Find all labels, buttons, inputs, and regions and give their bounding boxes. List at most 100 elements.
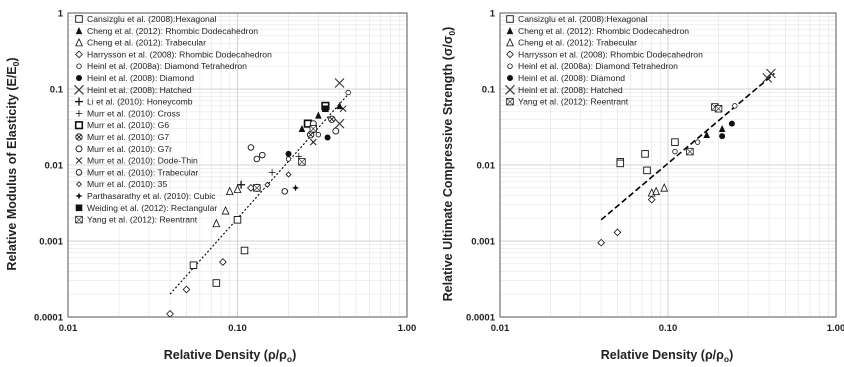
elasticity-x-tick-label: 1.00 <box>398 323 417 334</box>
strength-legend-label: Heinl et al. (2008a): Diamond Tetrahedro… <box>518 61 678 71</box>
strength-x-tick-label: 1.00 <box>827 323 844 334</box>
elasticity-point-cheng-et-al-2012-trabecular <box>233 184 242 193</box>
strength-plot-frame <box>499 12 837 318</box>
elasticity-legend-label: Heinl et al. (2008a): Diamond Tetrahedro… <box>87 61 247 71</box>
elasticity-point-heinl-et-al-2008a-diamond-tetrahedron <box>345 89 351 96</box>
strength-point-heinl-et-al-2008-diamond <box>719 133 726 140</box>
elasticity-legend-label: Murr et al. (2010): G7r <box>87 144 172 154</box>
strength-legend-marker-cheng-et-al-2012-rhombic-dodecahedron <box>506 27 514 35</box>
elasticity-point-murr-et-al-2010-trabecular <box>281 188 288 195</box>
strength-point-yang-et-al-2012-reentrant <box>714 105 723 113</box>
strength-legend-item: Harrysson et al. (2008): Rhombic Dodecah… <box>506 49 703 59</box>
elasticity-point-murr-et-al-2010-dode-thin <box>309 138 317 146</box>
elasticity-x-tick-label: 0.10 <box>228 323 247 334</box>
strength-legend-marker-heinl-et-al-2008a-diamond-tetrahedron <box>507 63 513 69</box>
strength-legend-item: Cheng et al. (2012): Trabecular <box>506 38 637 48</box>
elasticity-point-cansizglu-et-al-2008-hexagonal <box>189 261 198 269</box>
strength-point-heinl-et-al-2008-diamond <box>728 120 735 127</box>
elasticity-legend-marker-murr-et-al-2010-g6 <box>74 121 84 130</box>
strength-point-harrysson-et-al-2008-rhombic-dodecahedron <box>647 195 656 204</box>
elasticity-legend-item: Murr et al. (2010): G7 <box>75 132 169 142</box>
elasticity-legend-label: Parthasarathy et al. (2010): Cubic <box>87 191 216 201</box>
elasticity-legend-label: Murr et al. (2010): Cross <box>87 108 180 118</box>
elasticity-legend-item: Murr et al. (2010): 35 <box>76 179 167 189</box>
strength-x-tick-label: 0.01 <box>491 323 510 334</box>
elasticity-legend-item: Cheng et al. (2012): Rhombic Dodecahedro… <box>75 26 258 36</box>
strength-y-tick-label: 1 <box>490 9 496 20</box>
elasticity-grid <box>67 12 408 318</box>
elasticity-legend-marker-heinl-et-al-2008-hatched <box>74 84 84 95</box>
elasticity-point-heinl-et-al-2008a-diamond-tetrahedron <box>315 132 322 138</box>
elasticity-point-harrysson-et-al-2008-rhombic-dodecahedron <box>182 285 191 294</box>
strength-legend-marker-harrysson-et-al-2008-rhombic-dodecahedron <box>506 50 514 59</box>
elasticity-point-weiding-et-al-2012-rectangular <box>322 105 329 113</box>
elasticity-legend-label: Murr et al. (2010): G7 <box>87 132 169 142</box>
strength-y-tick-label: 0.01 <box>477 161 496 172</box>
elasticity-legend-item: Harrysson et al. (2008): Rhombic Dodecah… <box>75 49 272 59</box>
elasticity-legend-marker-cheng-et-al-2012-trabecular <box>75 37 83 47</box>
elasticity-legend-item: Cheng et al. (2012): Trabecular <box>75 37 206 48</box>
elasticity-legend-marker-cheng-et-al-2012-rhombic-dodecahedron <box>75 27 83 35</box>
strength-data-points <box>597 68 776 247</box>
strength-legend-item: Cansizglu et al. (2008):Hexagonal <box>506 14 648 24</box>
elasticity-legend-marker-weiding-et-al-2012-rectangular <box>75 204 83 212</box>
strength-legend: Cansizglu et al. (2008):Hexagonal Cheng e… <box>505 14 703 107</box>
elasticity-legend-marker-murr-et-al-2010-g7r <box>75 145 83 153</box>
elasticity-point-cansizglu-et-al-2008-hexagonal <box>212 279 221 287</box>
elasticity-legend-label: Murr et al. (2010): G6 <box>87 120 169 130</box>
elasticity-point-cheng-et-al-2012-trabecular <box>212 218 221 228</box>
strength-y-axis-title: Relative Ultimate Compressive Strength (… <box>441 27 457 302</box>
strength-y-tick-label: 0.001 <box>471 237 495 248</box>
strength-legend-item: Heinl et al. (2008a): Diamond Tetrahedro… <box>507 61 678 71</box>
elasticity-y-tick-label: 0.1 <box>50 85 64 96</box>
elasticity-legend-marker-murr-et-al-2010-dode-thin <box>75 157 83 164</box>
strength-legend-item: Heinl et al. (2008): Diamond <box>507 73 625 83</box>
strength-legend-label: Cheng et al. (2012): Trabecular <box>518 38 637 48</box>
strength-x-axis-title: Relative Density (ρ/ρo) <box>601 348 734 364</box>
strength-point-cheng-et-al-2012-trabecular <box>660 183 669 192</box>
elasticity-point-li-et-al-2010-honeycomb <box>237 180 246 189</box>
strength-y-tick-label: 0.0001 <box>466 313 496 324</box>
strength-legend-label: Harrysson et al. (2008): Rhombic Dodecah… <box>518 49 703 59</box>
elasticity-plot-frame <box>67 12 408 318</box>
strength-point-cheng-et-al-2012-rhombic-dodecahedron <box>703 130 711 139</box>
elasticity-legend-item: Heinl et al. (2008a): Diamond Tetrahedro… <box>76 61 247 71</box>
elasticity-legend-item: Murr et al. (2010): Trabecular <box>75 167 198 177</box>
strength-legend-label: Yang et al. (2012): Reentrant <box>518 97 629 107</box>
elasticity-point-murr-et-al-2010-dode-thin <box>339 105 347 113</box>
elasticity-legend-item: Heinl et al. (2008): Diamond <box>76 73 194 83</box>
strength-legend-label: Heinl et al. (2008): Hatched <box>518 85 623 95</box>
elasticity-point-murr-et-al-2010-g7 <box>306 131 315 139</box>
elasticity-legend-label: Harrysson et al. (2008): Rhombic Dodecah… <box>87 49 272 59</box>
elasticity-legend-item: Yang et al. (2012): Reentrant <box>75 215 198 225</box>
elasticity-x-tick-label: 0.01 <box>59 323 78 334</box>
elasticity-point-cheng-et-al-2012-trabecular <box>221 206 230 215</box>
elasticity-point-murr-et-al-2010-35 <box>264 181 271 188</box>
elasticity-x-axis-title: Relative Density (ρ/ρo) <box>164 348 297 364</box>
strength-legend-marker-cansizglu-et-al-2008-hexagonal <box>506 15 514 23</box>
elasticity-y-tick-label: 1 <box>58 9 64 20</box>
strength-legend-marker-heinl-et-al-2008-hatched <box>505 84 515 95</box>
strength-grid <box>499 12 837 318</box>
elasticity-legend-marker-parthasarathy-et-al-2010-cubic <box>75 192 83 200</box>
strength-point-harrysson-et-al-2008-rhombic-dodecahedron <box>613 228 622 237</box>
elasticity-chart: 0.01 0.10 1.00 0.0001 0.001 0.01 0.1 1 Cansizgl… <box>5 9 416 365</box>
strength-point-cansizglu-et-al-2008-hexagonal <box>641 150 649 158</box>
elasticity-point-cheng-et-al-2012-rhombic-dodecahedron <box>298 124 306 133</box>
elasticity-trendline <box>169 92 351 295</box>
elasticity-legend-marker-cansizglu-et-al-2008-hexagonal <box>75 15 83 23</box>
elasticity-legend-marker-yang-et-al-2012-reentrant <box>75 215 83 224</box>
elasticity-legend-item: Murr et al. (2010): Dode-Thin <box>75 156 198 166</box>
elasticity-legend-label: Cheng et al. (2012): Rhombic Dodecahedro… <box>87 26 258 36</box>
elasticity-y-tick-label: 0.001 <box>39 237 63 248</box>
elasticity-legend: Cansizglu et al. (2008):Hexagonal Cheng e… <box>74 14 272 225</box>
elasticity-point-heinl-et-al-2008-diamond <box>324 134 331 141</box>
elasticity-legend-label: Heinl et al. (2008): Diamond <box>87 73 194 83</box>
strength-point-yang-et-al-2012-reentrant <box>686 147 694 156</box>
strength-legend-label: Cheng et al. (2012): Rhombic Dodecahedro… <box>518 26 689 36</box>
elasticity-legend-marker-murr-et-al-2010-cross <box>75 110 83 117</box>
elasticity-legend-item: Heinl et al. (2008): Hatched <box>74 84 192 95</box>
elasticity-point-heinl-et-al-2008-hatched <box>334 118 345 129</box>
elasticity-point-yang-et-al-2012-reentrant <box>309 125 317 133</box>
elasticity-legend-item: Murr et al. (2010): Cross <box>75 108 180 118</box>
